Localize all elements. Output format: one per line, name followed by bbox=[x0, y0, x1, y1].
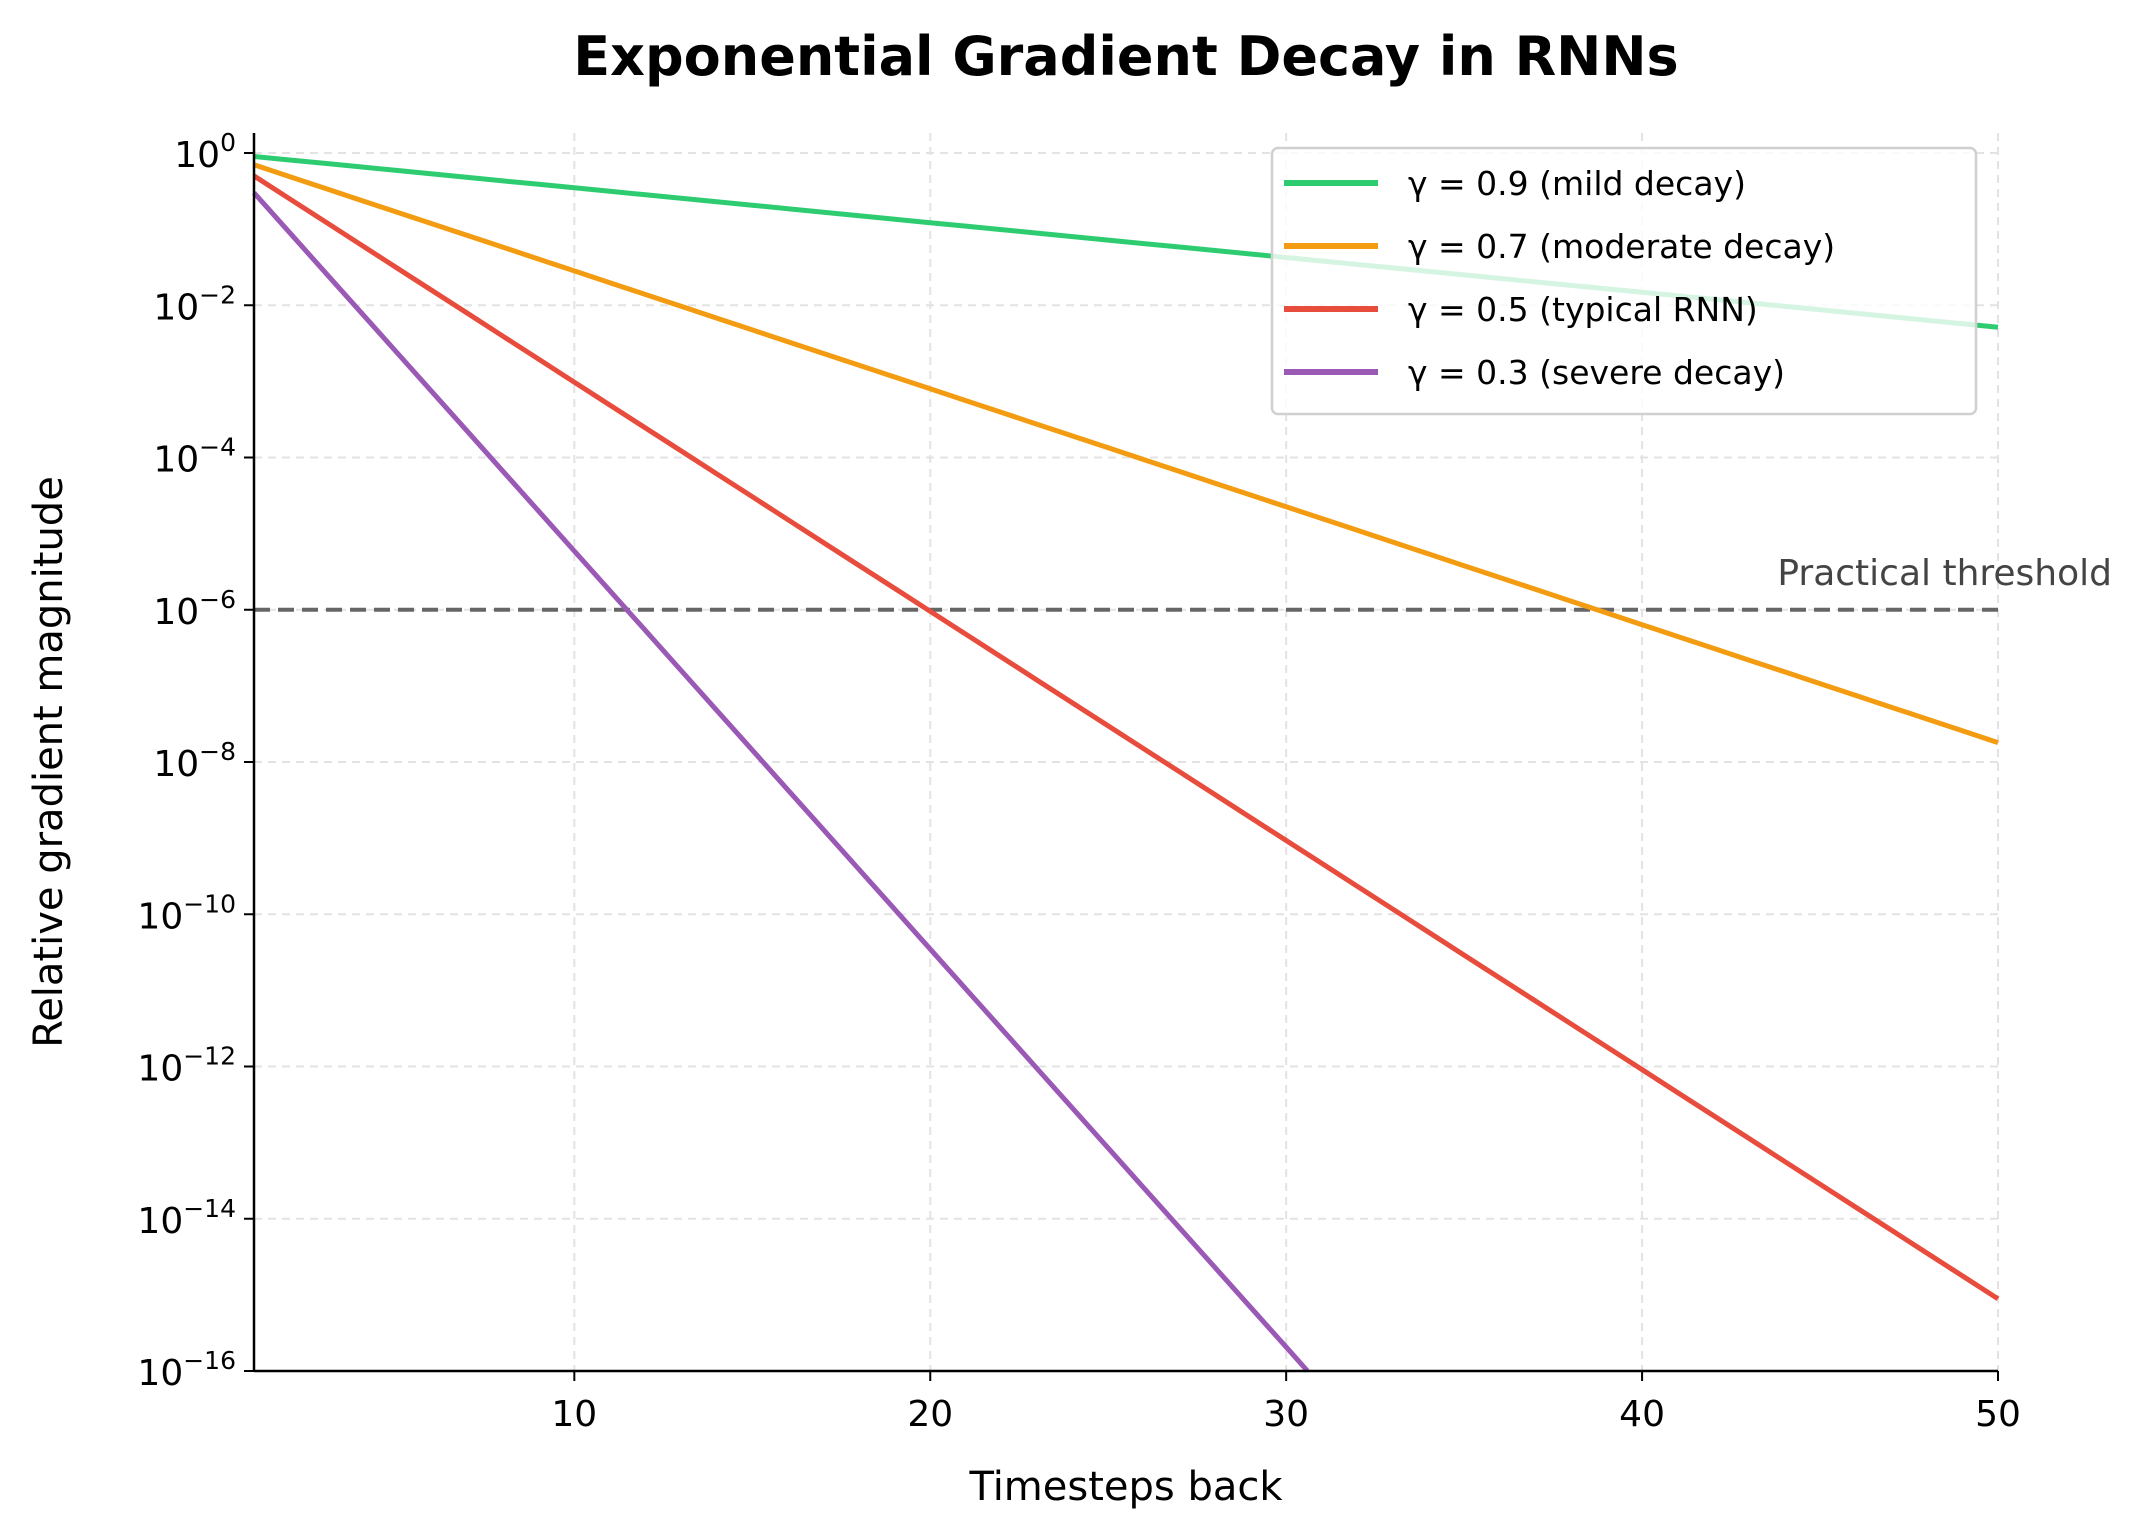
threshold-label: Practical threshold bbox=[1777, 553, 2112, 594]
x-tick-label: 40 bbox=[1619, 1394, 1665, 1435]
y-tick-label: 100 bbox=[174, 128, 236, 176]
legend-label: γ = 0.9 (mild decay) bbox=[1408, 164, 1746, 203]
y-tick-label: 10−8 bbox=[153, 737, 236, 785]
x-axis-label: Timesteps back bbox=[968, 1464, 1283, 1510]
x-tick-label: 10 bbox=[551, 1394, 597, 1435]
chart-title: Exponential Gradient Decay in RNNs bbox=[573, 25, 1678, 88]
y-tick-label: 10−16 bbox=[137, 1346, 236, 1394]
y-tick-label: 10−2 bbox=[153, 280, 236, 328]
y-axis-label: Relative gradient magnitude bbox=[26, 476, 72, 1048]
x-tick-label: 20 bbox=[907, 1394, 953, 1435]
y-tick-label: 10−4 bbox=[153, 433, 236, 481]
series-line bbox=[253, 162, 1999, 745]
y-tick-label: 10−10 bbox=[137, 889, 236, 937]
series-line bbox=[252, 191, 1310, 1373]
series-line bbox=[252, 173, 2000, 1301]
x-tick-label: 30 bbox=[1263, 1394, 1309, 1435]
x-tick-label: 50 bbox=[1975, 1394, 2021, 1435]
y-tick-label: 10−14 bbox=[137, 1194, 236, 1242]
legend: γ = 0.9 (mild decay) γ = 0.7 (moderate de… bbox=[1270, 146, 1978, 416]
y-tick-label: 10−12 bbox=[137, 1042, 236, 1090]
legend-label: γ = 0.3 (severe decay) bbox=[1408, 353, 1785, 392]
legend-label: γ = 0.5 (typical RNN) bbox=[1408, 290, 1758, 329]
y-tick-label: 10−6 bbox=[153, 585, 236, 633]
legend-box bbox=[1270, 146, 1978, 416]
legend-label: γ = 0.7 (moderate decay) bbox=[1408, 227, 1835, 266]
